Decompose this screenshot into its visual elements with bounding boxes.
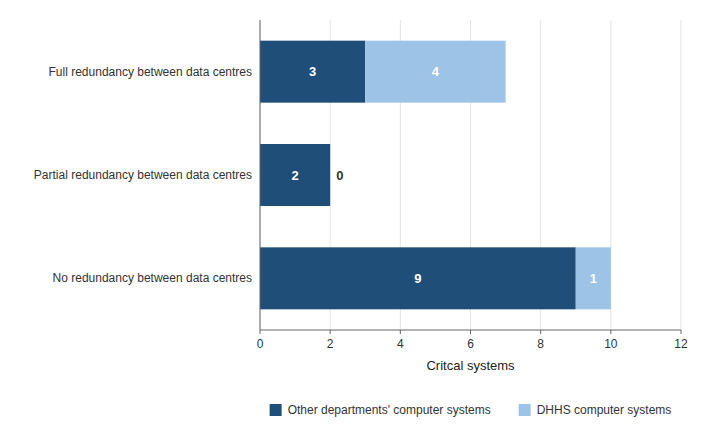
x-tick: [470, 330, 471, 334]
chart-svg: 024681012923104No redundancy between dat…: [0, 0, 711, 438]
grid: [260, 20, 681, 330]
data-label: 2: [291, 168, 298, 183]
x-tick-label: 6: [467, 337, 474, 351]
bar: [365, 41, 505, 103]
legend-swatch: [519, 404, 531, 416]
x-axis-label: Critcal systems: [426, 358, 515, 373]
bars: [260, 41, 611, 310]
chart-container: 024681012923104No redundancy between dat…: [0, 0, 711, 438]
y-axis-line: [260, 20, 261, 330]
y-tick-label: No redundancy between data centres: [53, 271, 252, 285]
grid-line: [681, 20, 682, 330]
bar: [260, 247, 576, 309]
x-tick: [330, 330, 331, 334]
data-label: 1: [590, 271, 597, 286]
x-tick: [540, 330, 541, 334]
data-label: 9: [414, 271, 421, 286]
x-tick: [260, 330, 261, 334]
data-label: 4: [432, 64, 440, 79]
x-tick-label: 10: [604, 337, 618, 351]
legend-item: Other departments' computer systems: [270, 403, 491, 417]
y-tick-label: Partial redundancy between data centres: [34, 168, 252, 182]
legend-item: DHHS computer systems: [519, 403, 672, 417]
x-tick: [400, 330, 401, 334]
grid-line: [260, 20, 261, 330]
data-label: 0: [336, 168, 343, 183]
x-tick-label: 0: [257, 337, 264, 351]
x-tick-label: 12: [674, 337, 688, 351]
x-axis-line: [260, 330, 681, 331]
legend-label: Other departments' computer systems: [288, 403, 491, 417]
data-label: 3: [309, 64, 316, 79]
x-tick: [610, 330, 611, 334]
bar: [576, 247, 611, 309]
legend-swatch: [270, 404, 282, 416]
x-tick-label: 4: [397, 337, 404, 351]
bar: [260, 41, 365, 103]
data-labels: 9 2 3 1 0 4: [291, 64, 596, 286]
x-tick-label: 2: [327, 337, 334, 351]
x-tick-label: 8: [537, 337, 544, 351]
x-tick: [681, 330, 682, 334]
legend-label: DHHS computer systems: [537, 403, 672, 417]
bar: [330, 144, 331, 206]
bar: [260, 144, 330, 206]
y-tick-label: Full redundancy between data centres: [49, 65, 252, 79]
legend: Other departments' computer systems DHHS …: [270, 403, 672, 417]
